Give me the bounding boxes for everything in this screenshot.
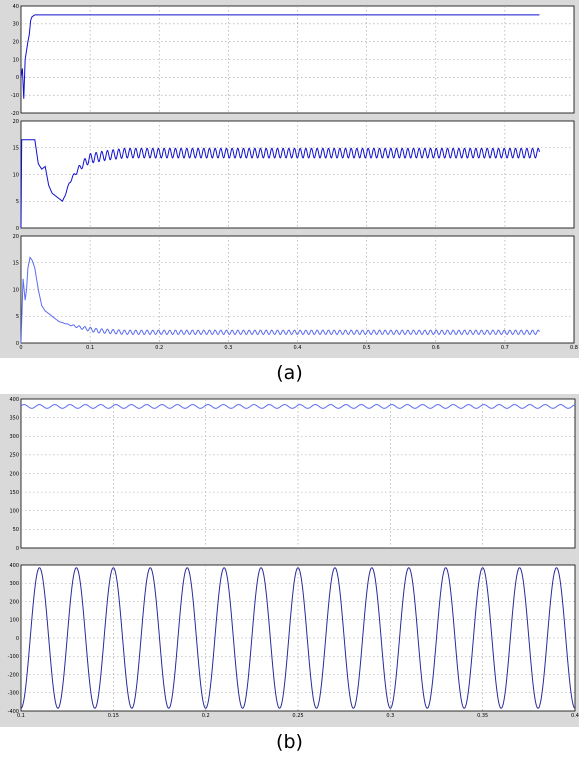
x-tick-label: 0.8 bbox=[570, 345, 578, 351]
x-tick-label: 0.3 bbox=[386, 713, 394, 719]
x-tick-label: 0.5 bbox=[363, 345, 371, 351]
x-tick-label: 0.2 bbox=[202, 713, 210, 719]
x-tick-label: 0 bbox=[19, 345, 22, 351]
y-tick-label: 100 bbox=[9, 618, 19, 624]
series-line bbox=[20, 404, 576, 409]
figure-a: 40 30 20 10 0 -10 -20 20 15 10 5 0 20 15 10 5 0 0 0.1 0.2 0.… bbox=[0, 0, 579, 358]
x-tick-label: 0.7 bbox=[501, 345, 509, 351]
series-line bbox=[20, 567, 576, 709]
caption-a: (a) bbox=[276, 362, 303, 384]
x-tick-label: 0.6 bbox=[432, 345, 440, 351]
plot-panel-a-2: 20 15 10 5 0 bbox=[13, 119, 575, 232]
y-tick-label: 400 bbox=[9, 397, 19, 403]
y-tick-label: -20 bbox=[11, 111, 19, 117]
x-tick-label: 0.35 bbox=[477, 713, 488, 719]
series-line bbox=[20, 139, 540, 229]
y-tick-label: 50 bbox=[13, 527, 19, 533]
figure-b: 400 350 300 250 200 150 100 50 0 400 300 200 100 0 -10… bbox=[0, 394, 579, 727]
y-tick-label: -300 bbox=[8, 691, 19, 697]
series-line bbox=[20, 256, 540, 344]
y-tick-label: -400 bbox=[8, 709, 19, 715]
y-tick-label: 15 bbox=[13, 261, 19, 267]
figure-b-plots: 4003503002502001501005004003002001000-10… bbox=[8, 397, 579, 719]
y-tick-label: 300 bbox=[9, 581, 19, 587]
y-tick-label: 10 bbox=[13, 57, 19, 63]
y-tick-label: 250 bbox=[9, 453, 19, 459]
y-tick-label: 10 bbox=[13, 172, 19, 178]
x-tick-label: 0.1 bbox=[86, 345, 94, 351]
x-tick-label: 0.4 bbox=[294, 345, 302, 351]
y-tick-label: -10 bbox=[11, 93, 19, 99]
y-tick-label: 40 bbox=[13, 4, 19, 10]
caption-b: (b) bbox=[276, 731, 303, 753]
y-tick-label: 20 bbox=[13, 39, 19, 45]
y-tick-label: 200 bbox=[9, 599, 19, 605]
series-line bbox=[20, 14, 540, 99]
y-tick-label: 0 bbox=[16, 546, 19, 552]
x-tick-label: 0.25 bbox=[292, 713, 303, 719]
y-tick-label: 30 bbox=[13, 22, 19, 28]
y-tick-label: 20 bbox=[13, 119, 19, 125]
y-tick-label: 200 bbox=[9, 471, 19, 477]
y-tick-label: 0 bbox=[16, 636, 19, 642]
x-tick-label: 0.1 bbox=[17, 713, 25, 719]
x-tick-label: 0.4 bbox=[571, 713, 579, 719]
plot-panel-a-1: 40 30 20 10 0 -10 -20 bbox=[11, 4, 575, 117]
x-tick-label: 0.2 bbox=[155, 345, 163, 351]
y-tick-label: 350 bbox=[9, 415, 19, 421]
y-tick-label: 15 bbox=[13, 146, 19, 152]
y-tick-label: 5 bbox=[16, 314, 19, 320]
x-tick-label: 0.15 bbox=[108, 713, 119, 719]
y-tick-label: 0 bbox=[16, 341, 19, 347]
y-tick-label: 5 bbox=[16, 199, 19, 205]
plot-panel-a-3: 20 15 10 5 00 0.1 0.2 0.3 0.4 0.5 0.6 0.7 0.8 bbox=[13, 234, 578, 351]
y-tick-label: 0 bbox=[16, 226, 19, 232]
y-tick-label: 0 bbox=[16, 75, 19, 81]
y-tick-label: 400 bbox=[9, 563, 19, 569]
y-tick-label: 10 bbox=[13, 287, 19, 293]
y-tick-label: 100 bbox=[9, 509, 19, 515]
y-tick-label: 300 bbox=[9, 434, 19, 440]
y-tick-label: -100 bbox=[8, 654, 19, 660]
x-tick-label: 0.3 bbox=[224, 345, 232, 351]
y-tick-label: 150 bbox=[9, 490, 19, 496]
y-tick-label: -200 bbox=[8, 672, 19, 678]
plot-panel-b-1: 400 350 300 250 200 150 100 50 0 bbox=[9, 397, 576, 552]
y-tick-label: 20 bbox=[13, 234, 19, 240]
